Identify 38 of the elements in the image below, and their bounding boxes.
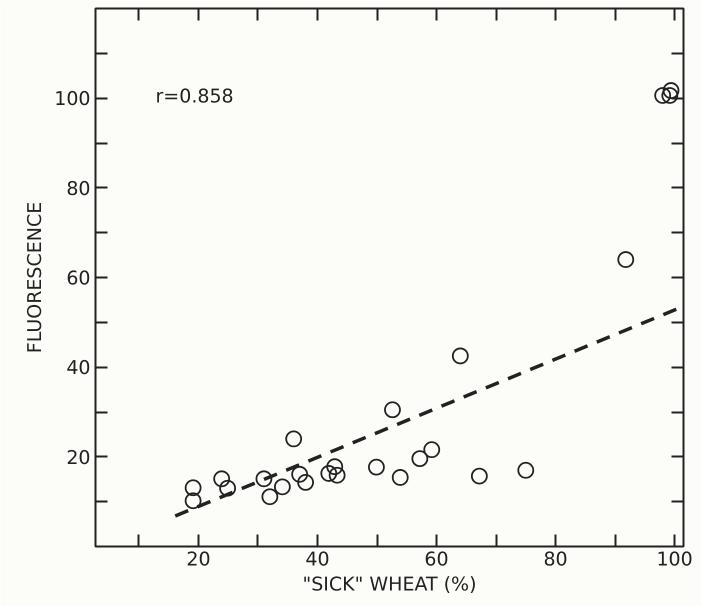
point bbox=[617, 251, 634, 268]
point bbox=[661, 87, 678, 104]
point bbox=[452, 348, 469, 364]
y-tick-label: 20 bbox=[66, 446, 91, 469]
y-tick-label: 40 bbox=[66, 357, 91, 380]
point bbox=[285, 430, 302, 448]
x-axis-title: "SICK" WHEAT (%) bbox=[302, 574, 477, 596]
point bbox=[184, 492, 202, 510]
y-tick-label: 80 bbox=[66, 178, 91, 200]
point bbox=[368, 458, 385, 476]
point bbox=[320, 465, 338, 482]
point bbox=[261, 488, 278, 506]
annotation: r=0.858 bbox=[156, 86, 234, 108]
point bbox=[297, 474, 314, 491]
point bbox=[423, 441, 440, 458]
point bbox=[384, 401, 401, 418]
point bbox=[213, 470, 230, 488]
point bbox=[291, 466, 308, 483]
point bbox=[328, 466, 346, 484]
point bbox=[184, 479, 202, 496]
point bbox=[256, 470, 272, 488]
point bbox=[392, 469, 409, 486]
point bbox=[662, 82, 680, 99]
x-tick-label: 60 bbox=[424, 548, 449, 570]
x-tick-label: 20 bbox=[186, 548, 211, 570]
y-axis-title: FLUORESCENCE bbox=[24, 202, 46, 354]
point bbox=[326, 458, 344, 476]
point bbox=[219, 480, 236, 497]
x-tick-label: 100 bbox=[656, 548, 693, 570]
point bbox=[411, 450, 428, 468]
y-tick-label: 60 bbox=[66, 268, 91, 290]
point bbox=[517, 462, 534, 479]
y-tick-label: 100 bbox=[54, 88, 90, 110]
point bbox=[274, 478, 291, 496]
x-tick-label: 40 bbox=[305, 548, 330, 570]
x-tick-label: 80 bbox=[543, 548, 568, 570]
point bbox=[470, 468, 488, 484]
point bbox=[654, 87, 672, 104]
